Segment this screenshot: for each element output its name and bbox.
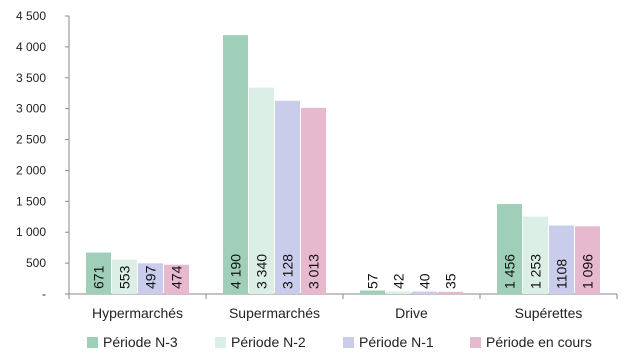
legend-swatch: [87, 337, 98, 348]
bar: [412, 291, 437, 294]
bar-value-label: 4 190: [228, 254, 244, 289]
y-tick-label: 2 500: [16, 133, 46, 147]
data-labels: 671 553 497 474 4 190 3 340 3 128 3 013 57 42 40 35…: [91, 254, 596, 289]
legend-label: Période en cours: [486, 334, 592, 350]
bar-value-label: 1 253: [528, 254, 544, 289]
bar-value-label: 1 096: [580, 254, 596, 289]
bar: [438, 291, 463, 294]
bar-value-label: 3 340: [254, 254, 270, 289]
legend-swatch: [470, 337, 481, 348]
legend-label: Période N-2: [231, 334, 306, 350]
bar-value-label: 497: [143, 265, 159, 289]
x-category-label: Drive: [395, 305, 428, 321]
y-tick-label: 2 000: [16, 163, 46, 177]
bars: [86, 35, 600, 294]
bar-value-label: 42: [391, 273, 407, 289]
y-tick-label: 3 000: [16, 102, 46, 116]
bar-value-label: 1108: [554, 259, 570, 289]
bar-value-label: 553: [117, 265, 133, 289]
y-tick-label: 3 500: [16, 71, 46, 85]
y-axis: - 500 1 000 1 500 2 000 2 500 3 000 3 500 4 000 4…: [16, 9, 70, 301]
legend-swatch: [215, 337, 226, 348]
bar-value-label: 3 013: [306, 254, 322, 289]
bar-value-label: 474: [169, 265, 185, 289]
legend-swatch: [343, 337, 354, 348]
legend-label: Période N-3: [103, 334, 178, 350]
bar-value-label: 3 128: [280, 254, 296, 289]
y-tick-label: 500: [26, 256, 46, 270]
bar-value-label: 671: [91, 265, 107, 289]
bar: [86, 252, 111, 294]
bar-value-label: 1 456: [502, 254, 518, 289]
bar: [360, 290, 385, 294]
bar: [301, 107, 326, 294]
bar: [164, 264, 189, 294]
bar: [386, 291, 411, 294]
bar: [138, 263, 163, 294]
bar: [575, 226, 600, 294]
y-tick-label: -: [42, 287, 46, 301]
x-category-label: Supérettes: [515, 305, 583, 321]
y-tick-label: 1 500: [16, 194, 46, 208]
y-tick-label: 1 000: [16, 225, 46, 239]
bar-value-label: 40: [417, 273, 433, 289]
x-category-label: Hypermarchés: [92, 305, 183, 321]
bar: [112, 259, 137, 294]
bar-value-label: 35: [443, 273, 459, 289]
bar: [549, 225, 574, 294]
bar: [275, 100, 300, 294]
bar: [223, 35, 248, 294]
bar: [497, 204, 522, 294]
bar-value-label: 57: [365, 273, 381, 289]
x-category-label: Supermarchés: [229, 305, 320, 321]
y-tick-label: 4 500: [16, 9, 46, 23]
y-tick-label: 4 000: [16, 40, 46, 54]
legend: Période N-3 Période N-2 Période N-1 Période…: [87, 334, 592, 350]
bar: [249, 87, 274, 294]
x-axis: Hypermarchés Supermarchés Drive Supérettes: [68, 293, 618, 321]
bar: [523, 216, 548, 294]
legend-label: Période N-1: [359, 334, 434, 350]
